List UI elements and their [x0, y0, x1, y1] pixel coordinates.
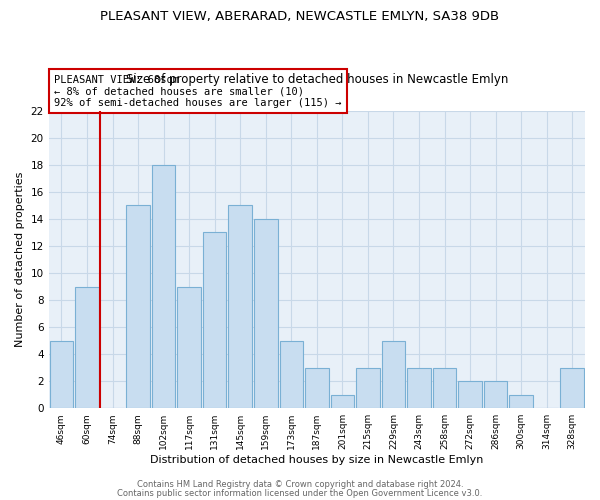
Bar [509, 394, 533, 408]
Title: Size of property relative to detached houses in Newcastle Emlyn: Size of property relative to detached ho… [125, 73, 508, 86]
Text: PLEASANT VIEW: 68sqm
← 8% of detached houses are smaller (10)
92% of semi-detach: PLEASANT VIEW: 68sqm ← 8% of detached ho… [54, 74, 341, 108]
Bar [229, 206, 252, 408]
Bar [127, 206, 150, 408]
Bar [331, 394, 354, 408]
Bar [305, 368, 329, 408]
Y-axis label: Number of detached properties: Number of detached properties [15, 172, 25, 347]
Bar [433, 368, 456, 408]
Bar [50, 340, 73, 408]
Bar [152, 165, 175, 408]
Text: Contains HM Land Registry data © Crown copyright and database right 2024.: Contains HM Land Registry data © Crown c… [137, 480, 463, 489]
Bar [203, 232, 226, 408]
Bar [484, 381, 508, 408]
Bar [356, 368, 380, 408]
X-axis label: Distribution of detached houses by size in Newcastle Emlyn: Distribution of detached houses by size … [150, 455, 484, 465]
Bar [75, 286, 99, 408]
Bar [560, 368, 584, 408]
Bar [382, 340, 405, 408]
Bar [178, 286, 201, 408]
Bar [254, 219, 278, 408]
Bar [280, 340, 303, 408]
Bar [407, 368, 431, 408]
Text: Contains public sector information licensed under the Open Government Licence v3: Contains public sector information licen… [118, 488, 482, 498]
Text: PLEASANT VIEW, ABERARAD, NEWCASTLE EMLYN, SA38 9DB: PLEASANT VIEW, ABERARAD, NEWCASTLE EMLYN… [100, 10, 500, 23]
Bar [458, 381, 482, 408]
